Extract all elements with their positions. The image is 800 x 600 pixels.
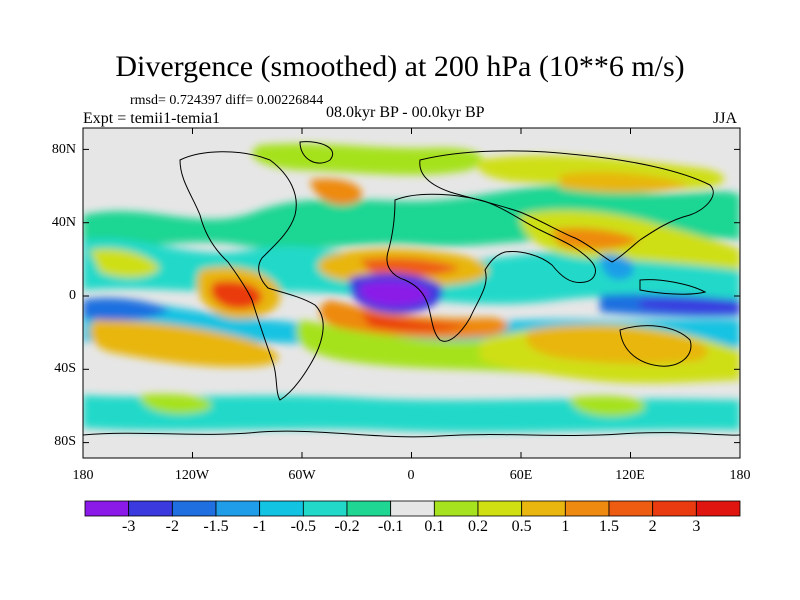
colorbar-label: 0.2 bbox=[468, 518, 488, 535]
colorbar-label: 1.5 bbox=[599, 518, 619, 535]
eurasia-outline bbox=[419, 150, 714, 263]
contour-band bbox=[252, 143, 483, 175]
maritime-continent-outline bbox=[639, 279, 707, 295]
period-label: 08.0kyr BP - 00.0kyr BP bbox=[326, 104, 485, 121]
colorbar-label: -2 bbox=[165, 518, 179, 535]
colorbar-label: -3 bbox=[121, 518, 136, 535]
contour-band bbox=[360, 312, 470, 331]
stats-line: rmsd= 0.724397 diff= 0.00226844 bbox=[130, 93, 324, 108]
x-tick-label: 0 bbox=[407, 468, 415, 483]
americas-outline bbox=[179, 151, 324, 401]
contour-band bbox=[550, 228, 640, 250]
colorbar-label: -1.5 bbox=[203, 518, 229, 535]
contour-band bbox=[560, 172, 690, 193]
y-tick-label: 80S bbox=[54, 434, 76, 449]
x-tick-label: 120W bbox=[174, 468, 210, 483]
y-tick-label: 40N bbox=[51, 215, 76, 230]
experiment-label: Expt = temii1-temia1 bbox=[83, 110, 220, 127]
x-tick-label: 60W bbox=[288, 468, 316, 483]
contour-band bbox=[310, 178, 362, 205]
contour-band bbox=[140, 393, 212, 415]
colorbar-label: 1 bbox=[561, 518, 570, 535]
colorbar-label: -0.1 bbox=[377, 518, 404, 535]
colorbar-label: 0.5 bbox=[511, 518, 532, 535]
colorbar-label: 2 bbox=[648, 518, 657, 535]
contour-band bbox=[360, 257, 460, 277]
x-tick-label: 120E bbox=[615, 468, 645, 483]
coastlines bbox=[83, 141, 740, 438]
colorbar-label: -1 bbox=[252, 518, 267, 535]
season-label: JJA bbox=[713, 110, 738, 127]
colorbar-label: 0.1 bbox=[424, 518, 445, 535]
contour-band bbox=[600, 254, 634, 280]
contour-band bbox=[640, 299, 740, 313]
colorbar-label: -0.2 bbox=[334, 518, 360, 535]
y-tick-label: 40S bbox=[54, 361, 76, 376]
x-tick-label: 180 bbox=[72, 468, 94, 483]
contour-band bbox=[83, 298, 170, 321]
contour-band bbox=[319, 300, 509, 339]
y-tick-label: 0 bbox=[69, 288, 76, 303]
contour-fields bbox=[83, 143, 740, 433]
contour-band bbox=[90, 320, 279, 367]
contour-band bbox=[570, 395, 646, 417]
x-tick-label: 60E bbox=[509, 468, 533, 483]
antarctica-outline bbox=[83, 430, 740, 438]
australia-outline bbox=[619, 325, 692, 367]
colorbar-label: -0.5 bbox=[290, 518, 316, 535]
contour-band bbox=[359, 281, 430, 307]
contour-band bbox=[526, 325, 708, 364]
y-tick-label: 80N bbox=[51, 142, 76, 157]
africa-eurasia-outline bbox=[386, 193, 596, 342]
colorbar-label: 3 bbox=[692, 518, 701, 535]
contour-band bbox=[210, 280, 262, 310]
x-tick-label: 180 bbox=[729, 468, 751, 483]
axis-ticks bbox=[82, 128, 741, 458]
contour-band bbox=[90, 248, 160, 278]
greenland-outline bbox=[299, 141, 333, 164]
chart-title: Divergence (smoothed) at 200 hPa (10**6 … bbox=[115, 50, 685, 83]
